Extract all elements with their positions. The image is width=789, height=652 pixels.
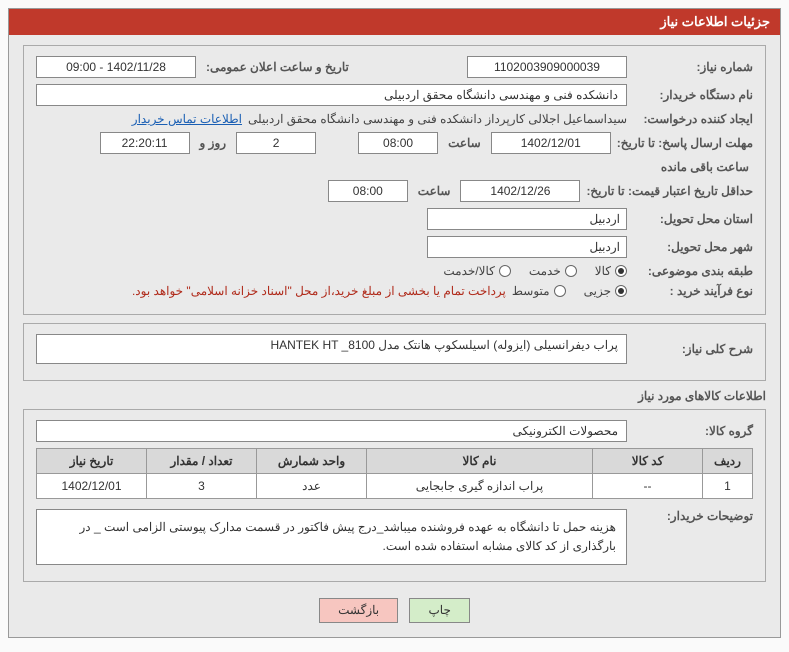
group-value: محصولات الکترونیکی <box>36 420 627 442</box>
row-buyer: نام دستگاه خریدار: دانشکده فنی و مهندسی … <box>36 84 753 106</box>
cell-name: پراب اندازه گیری جابجایی <box>367 474 593 499</box>
province-label: استان محل تحویل: <box>633 212 753 226</box>
buyer-notes-label: توضیحات خریدار: <box>633 509 753 523</box>
back-button[interactable]: بازگشت <box>319 598 398 623</box>
overview-value: پراب دیفرانسیلی (ایزوله) اسیلسکوپ هانتک … <box>36 334 627 364</box>
row-city: شهر محل تحویل: اردبیل <box>36 236 753 258</box>
radio-both[interactable]: کالا/خدمت <box>443 264 510 278</box>
group-label: گروه کالا: <box>633 424 753 438</box>
validity-time-label: ساعت <box>414 184 455 198</box>
buyer-notes-value: هزینه حمل تا دانشگاه به عهده فروشنده میب… <box>36 509 627 565</box>
radio-dot-icon <box>565 265 577 277</box>
city-label: شهر محل تحویل: <box>633 240 753 254</box>
deadline-days: 2 <box>236 132 316 154</box>
button-row: چاپ بازگشت <box>23 590 766 627</box>
radio-dot-icon <box>615 285 627 297</box>
validity-time: 08:00 <box>328 180 408 202</box>
creator-value: سیداسماعیل اجلالی کارپرداز دانشکده فنی و… <box>248 112 627 126</box>
validity-date: 1402/12/26 <box>460 180 580 202</box>
deadline-time: 08:00 <box>358 132 438 154</box>
process-note: پرداخت تمام یا بخشی از مبلغ خرید،از محل … <box>132 284 506 298</box>
process-radio-group: جزیی متوسط <box>512 284 627 298</box>
deadline-time-label: ساعت <box>444 136 485 150</box>
th-idx: ردیف <box>703 449 753 474</box>
radio-medium[interactable]: متوسط <box>512 284 566 298</box>
goods-frame: گروه کالا: محصولات الکترونیکی ردیف کد کا… <box>23 409 766 582</box>
th-unit: واحد شمارش <box>257 449 367 474</box>
category-radio-group: کالا خدمت کالا/خدمت <box>443 264 627 278</box>
row-process: نوع فرآیند خرید : جزیی متوسط پرداخت تمام… <box>36 284 753 298</box>
row-province: استان محل تحویل: اردبیل <box>36 208 753 230</box>
details-panel: جزئیات اطلاعات نیاز شماره نیاز: 11020039… <box>8 8 781 638</box>
announce-value: 1402/11/28 - 09:00 <box>36 56 196 78</box>
row-validity: حداقل تاریخ اعتبار قیمت: تا تاریخ: 1402/… <box>36 180 753 202</box>
cell-idx: 1 <box>703 474 753 499</box>
row-creator: ایجاد کننده درخواست: سیداسماعیل اجلالی ک… <box>36 112 753 126</box>
radio-goods[interactable]: کالا <box>595 264 627 278</box>
main-info-frame: شماره نیاز: 1102003909000039 تاریخ و ساع… <box>23 45 766 315</box>
goods-table: ردیف کد کالا نام کالا واحد شمارش تعداد /… <box>36 448 753 499</box>
table-row: 1 -- پراب اندازه گیری جابجایی عدد 3 1402… <box>37 474 753 499</box>
row-overview: شرح کلی نیاز: پراب دیفرانسیلی (ایزوله) ا… <box>36 334 753 364</box>
cell-qty: 3 <box>147 474 257 499</box>
announce-label: تاریخ و ساعت اعلان عمومی: <box>202 60 353 74</box>
panel-body: شماره نیاز: 1102003909000039 تاریخ و ساع… <box>9 35 780 637</box>
th-date: تاریخ نیاز <box>37 449 147 474</box>
overview-frame: شرح کلی نیاز: پراب دیفرانسیلی (ایزوله) ا… <box>23 323 766 381</box>
deadline-remain: 22:20:11 <box>100 132 190 154</box>
row-category: طبقه بندی موضوعی: کالا خدمت کالا/خدمت <box>36 264 753 278</box>
province-value: اردبیل <box>427 208 627 230</box>
cell-date: 1402/12/01 <box>37 474 147 499</box>
category-label: طبقه بندی موضوعی: <box>633 264 753 278</box>
process-label: نوع فرآیند خرید : <box>633 284 753 298</box>
radio-dot-icon <box>554 285 566 297</box>
th-code: کد کالا <box>593 449 703 474</box>
th-qty: تعداد / مقدار <box>147 449 257 474</box>
radio-minor[interactable]: جزیی <box>584 284 627 298</box>
contact-link[interactable]: اطلاعات تماس خریدار <box>132 112 242 126</box>
deadline-label: مهلت ارسال پاسخ: تا تاریخ: <box>617 136 753 150</box>
creator-label: ایجاد کننده درخواست: <box>633 112 753 126</box>
cell-code: -- <box>593 474 703 499</box>
city-value: اردبیل <box>427 236 627 258</box>
need-no-label: شماره نیاز: <box>633 60 753 74</box>
validity-label: حداقل تاریخ اعتبار قیمت: تا تاریخ: <box>586 184 753 198</box>
goods-section-title: اطلاعات کالاهای مورد نیاز <box>23 389 766 403</box>
deadline-remain-label: ساعت باقی مانده <box>657 160 753 174</box>
need-no-value: 1102003909000039 <box>467 56 627 78</box>
row-buyer-notes: توضیحات خریدار: هزینه حمل تا دانشگاه به … <box>36 509 753 565</box>
row-group: گروه کالا: محصولات الکترونیکی <box>36 420 753 442</box>
radio-service[interactable]: خدمت <box>529 264 577 278</box>
print-button[interactable]: چاپ <box>409 598 469 623</box>
buyer-value: دانشکده فنی و مهندسی دانشگاه محقق اردبیل… <box>36 84 627 106</box>
radio-dot-icon <box>615 265 627 277</box>
row-need-no: شماره نیاز: 1102003909000039 تاریخ و ساع… <box>36 56 753 78</box>
cell-unit: عدد <box>257 474 367 499</box>
deadline-date: 1402/12/01 <box>491 132 611 154</box>
row-deadline: مهلت ارسال پاسخ: تا تاریخ: 1402/12/01 سا… <box>36 132 753 174</box>
buyer-label: نام دستگاه خریدار: <box>633 88 753 102</box>
radio-dot-icon <box>499 265 511 277</box>
table-header-row: ردیف کد کالا نام کالا واحد شمارش تعداد /… <box>37 449 753 474</box>
overview-label: شرح کلی نیاز: <box>633 342 753 356</box>
panel-title: جزئیات اطلاعات نیاز <box>9 9 780 35</box>
deadline-days-label: روز و <box>196 136 231 150</box>
th-name: نام کالا <box>367 449 593 474</box>
